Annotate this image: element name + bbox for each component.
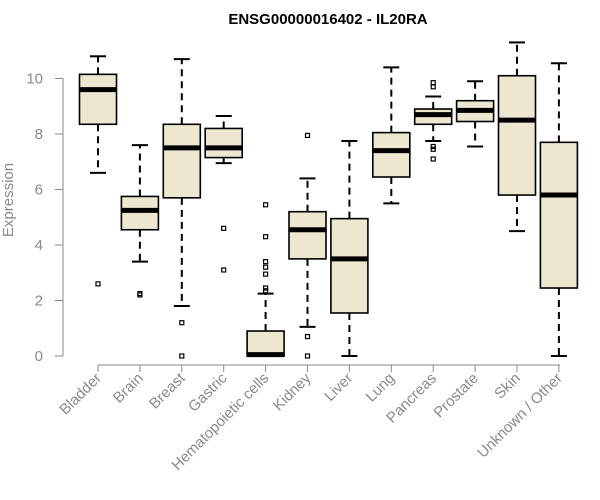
outlier-point	[263, 264, 269, 270]
y-tick-label: 10	[26, 71, 43, 88]
x-tick-label: Lung	[363, 370, 399, 406]
y-tick-label: 8	[35, 126, 43, 143]
box-group	[539, 62, 579, 357]
box-iqr	[162, 123, 202, 199]
x-tick-label: Kidney	[270, 369, 315, 414]
box-group	[371, 66, 411, 205]
outlier-point	[304, 353, 311, 359]
box-group	[413, 80, 453, 162]
box-iqr	[539, 141, 579, 289]
box-group	[162, 58, 202, 359]
outlier-point	[263, 288, 269, 294]
outlier-point	[95, 281, 101, 287]
outlier-point	[179, 320, 185, 326]
outlier-point	[137, 290, 143, 297]
box-iqr	[120, 195, 160, 231]
outlier-point	[221, 225, 227, 231]
box-iqr	[330, 217, 369, 314]
box-iqr	[371, 131, 411, 178]
y-ticks: 0 2 4 6 8 10	[26, 71, 63, 365]
box-iqr	[288, 210, 327, 260]
x-tick-label: Liver	[321, 370, 356, 405]
box-group	[330, 139, 369, 357]
outlier-point	[430, 146, 436, 152]
box-group	[497, 41, 537, 233]
x-tick-label: Bladder	[56, 370, 105, 419]
y-axis-label: Expression	[0, 163, 17, 237]
box-iqr	[497, 74, 537, 196]
box-group	[120, 144, 160, 298]
box-group	[288, 132, 327, 359]
outlier-point	[263, 202, 269, 208]
outlier-point	[430, 80, 436, 86]
x-tick-label: Prostate	[430, 370, 482, 422]
box-iqr	[246, 330, 285, 357]
outlier-point	[263, 271, 269, 277]
outlier-point	[304, 132, 311, 138]
y-tick-label: 2	[35, 293, 43, 310]
outlier-point	[430, 84, 436, 90]
boxes	[78, 41, 579, 359]
box-iqr	[204, 127, 243, 159]
box-iqr	[78, 73, 118, 126]
outlier-point	[430, 156, 436, 162]
box-group	[204, 114, 243, 273]
x-tick-label: Skin	[491, 370, 524, 403]
x-tick-label: Brain	[110, 370, 147, 407]
box-group	[246, 202, 285, 358]
outlier-point	[263, 285, 269, 291]
outlier-point	[263, 259, 269, 265]
outlier-point	[179, 353, 185, 359]
y-tick-label: 0	[35, 348, 43, 365]
box-group	[78, 55, 118, 287]
outlier-point	[137, 292, 143, 298]
x-tick-label: Breast	[146, 369, 189, 412]
chart-title: ENSG00000016402 - IL20RA	[228, 11, 427, 28]
y-tick-label: 6	[35, 182, 43, 199]
outlier-point	[221, 267, 227, 273]
box-group	[455, 80, 495, 148]
outlier-point	[304, 333, 311, 340]
outlier-point	[263, 234, 269, 240]
y-tick-label: 4	[35, 237, 43, 254]
outlier-point	[430, 143, 436, 150]
